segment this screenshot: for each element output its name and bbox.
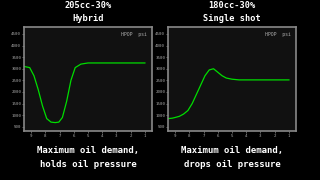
Text: Single shot: Single shot — [203, 14, 261, 23]
Text: drops oil pressure: drops oil pressure — [184, 160, 280, 169]
Text: HPOP  psi: HPOP psi — [121, 32, 147, 37]
Text: Maximum oil demand,: Maximum oil demand, — [37, 146, 139, 155]
Text: holds oil pressure: holds oil pressure — [40, 160, 136, 169]
Text: Maximum oil demand,: Maximum oil demand, — [181, 146, 283, 155]
Text: Hybrid: Hybrid — [72, 14, 104, 23]
Text: HPOP  psi: HPOP psi — [265, 32, 291, 37]
Text: 205cc-30%: 205cc-30% — [64, 1, 112, 10]
Text: 180cc-30%: 180cc-30% — [208, 1, 256, 10]
